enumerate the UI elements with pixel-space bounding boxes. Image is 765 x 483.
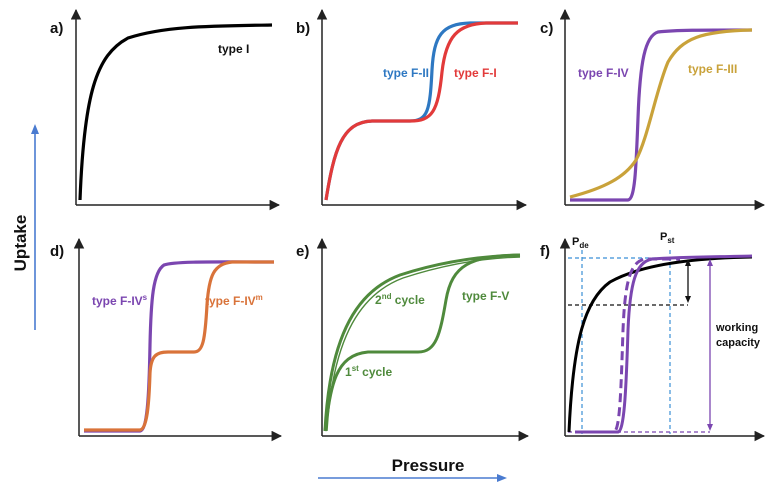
panel-f-purple-arrowhead-bottom [707,424,713,431]
panel-f-purple-arrowhead-top [707,259,713,266]
panel-f-black-arrowhead-bottom [685,296,691,303]
panel-a: a) type I [50,8,281,211]
panel-e-cycle1-curve [323,253,521,432]
panel-d-f4s-curve [84,260,275,433]
panel-f-pst-label: Pst [660,231,675,245]
panel-e-cycle1-label: 1st cycle [345,364,393,379]
panel-e-cycle2-label: 2nd cycle [375,292,425,307]
panel-f-label: f) [540,243,550,260]
panel-d-f4m-curve [84,260,274,432]
panel-f-black-arrowhead-top [685,259,691,266]
panel-b: b) type F-II type F-I [296,8,528,211]
panel-a-type1-label: type I [218,42,249,56]
panel-f-black-curve [567,255,753,433]
panel-c-label: c) [540,20,553,37]
panel-f: f) Pde Pst working capacity [540,231,765,442]
panel-d-f4m-label: type F-IVm [205,293,263,308]
panel-f-pde-label: Pde [572,236,589,250]
panel-b-f1-label: type F-I [454,66,497,80]
panel-f-working-label: working [715,322,758,334]
panel-a-label: a) [50,20,63,37]
panel-e-cycle2-curve [323,253,521,432]
panel-c-f4-curve [570,28,753,202]
panel-e-cycle2-curve-inner [326,256,521,432]
panel-f-solid-purple-curve [575,254,753,434]
panel-b-f1-curve [324,21,518,201]
panel-d-f4s-label: type F-IVs [92,293,148,308]
panel-f-dashed-purple-curve [575,257,680,434]
panel-e-f5-label: type F-V [462,289,509,303]
panel-b-label: b) [296,20,310,37]
panel-f-capacity-label: capacity [716,337,761,349]
y-axis-title: Uptake [11,215,30,272]
panel-d: d) type F-IVs type F-IVm [50,237,283,442]
panel-b-f2-label: type F-II [383,66,429,80]
panel-e-label: e) [296,243,309,260]
panel-a-type1-curve [78,23,273,201]
panel-c-f3-curve [569,28,753,199]
x-axis-arrowhead [497,474,507,482]
panel-d-label: d) [50,243,64,260]
panel-e: e) 2nd cycle 1st cycle type F-V [296,237,530,442]
panel-b-f2-curve [324,21,518,201]
x-axis-title: Pressure [392,456,465,475]
y-axis-arrowhead [31,124,39,134]
panel-c: c) type F-IV type F-III [540,8,765,211]
panel-c-f4-label: type F-IV [578,66,629,80]
panel-c-f3-label: type F-III [688,62,737,76]
